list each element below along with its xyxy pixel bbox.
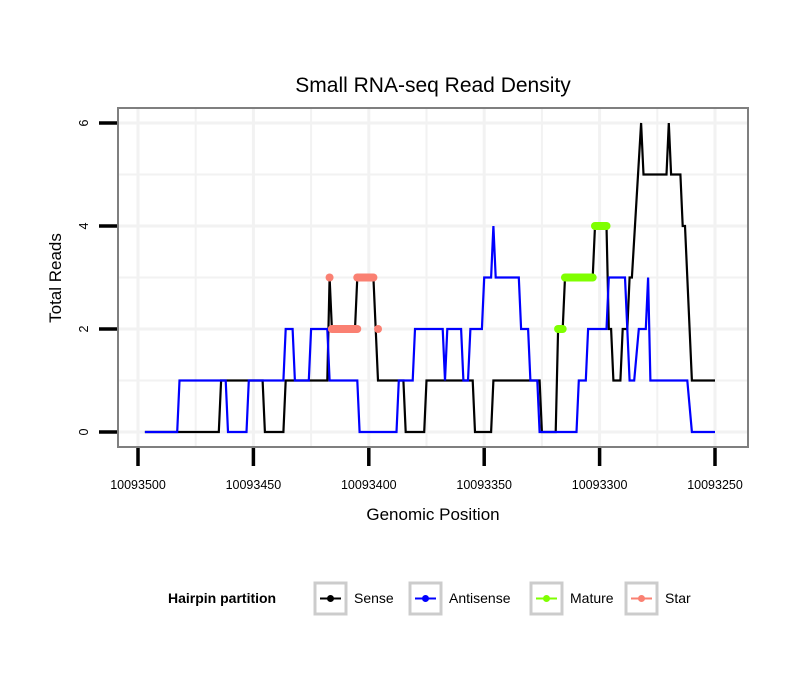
legend-entry-star: Star	[624, 581, 691, 616]
x-tick-label: 10093350	[456, 478, 512, 492]
y-tick-label: 4	[77, 222, 91, 229]
legend-label: Star	[665, 590, 691, 606]
y-tick-label: 0	[77, 428, 91, 435]
x-tick-label: 10093500	[110, 478, 166, 492]
legend-entry-antisense: Antisense	[408, 581, 511, 616]
series-layer	[144, 122, 715, 434]
marker-layer	[325, 222, 611, 333]
legend: Hairpin partition Sense Antisense Mature St…	[168, 581, 691, 616]
y-axis: 0 2 4 6	[77, 119, 117, 435]
legend-title: Hairpin partition	[168, 590, 276, 606]
x-tick-label: 10093400	[341, 478, 397, 492]
legend-entry-mature: Mature	[529, 581, 614, 616]
legend-key-point	[422, 595, 429, 602]
series-line-antisense	[144, 225, 715, 434]
legend-key-box	[313, 581, 348, 616]
legend-key-point	[327, 595, 334, 602]
x-tick-label: 10093450	[226, 478, 282, 492]
legend-entry-sense: Sense	[313, 581, 394, 616]
x-tick-label: 10093300	[572, 478, 628, 492]
legend-key-point	[543, 595, 550, 602]
chart-title: Small RNA-seq Read Density	[295, 74, 571, 97]
legend-entries: Sense Antisense Mature Star	[313, 581, 691, 616]
x-tick-label: 10093250	[687, 478, 743, 492]
y-axis-title: Total Reads	[46, 233, 65, 323]
x-axis: 10093500 10093450 10093400 10093350 10093300…	[110, 448, 743, 492]
plot-border	[117, 107, 749, 448]
legend-label: Antisense	[449, 590, 511, 606]
x-axis-title: Genomic Position	[366, 505, 499, 524]
y-tick-label: 6	[77, 119, 91, 126]
legend-label: Sense	[354, 590, 394, 606]
legend-label: Mature	[570, 590, 614, 606]
legend-key-point	[638, 595, 645, 602]
y-tick-label: 2	[77, 325, 91, 332]
